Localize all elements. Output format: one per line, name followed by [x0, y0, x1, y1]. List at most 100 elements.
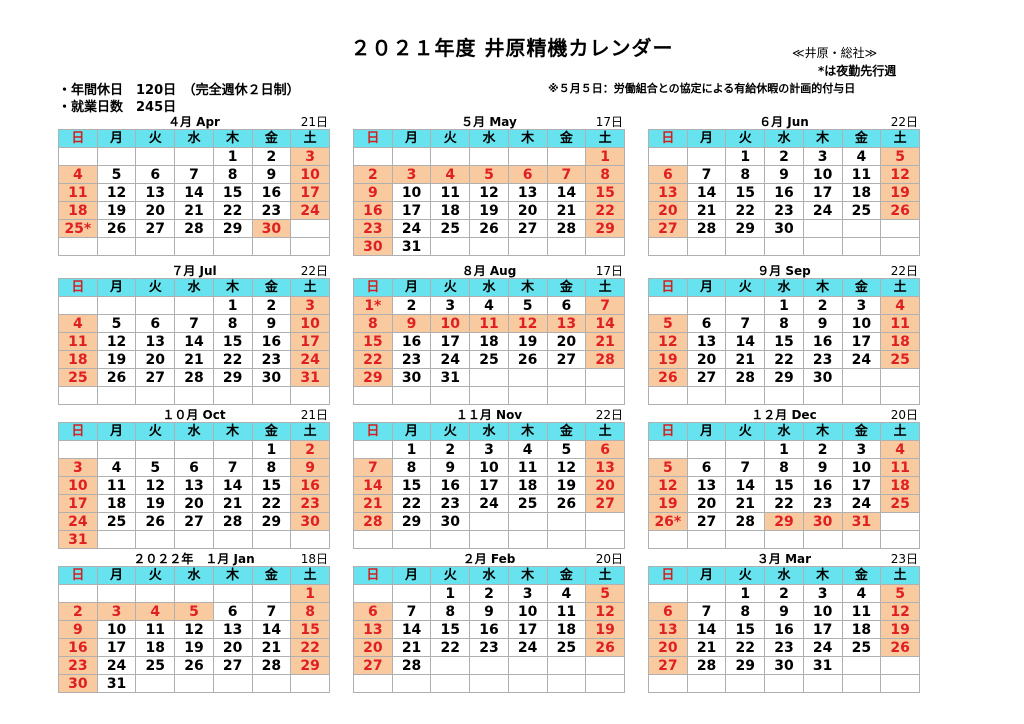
holiday-cell: 13 — [353, 620, 393, 639]
day-cell: 24 — [802, 638, 843, 657]
holiday-cell: 10 — [430, 314, 471, 333]
holiday-cell: 9 — [353, 183, 393, 202]
empty-cell — [391, 147, 432, 166]
day-cell: 19 — [174, 638, 214, 657]
holiday-cell: 19 — [648, 494, 688, 513]
holiday-cell: 4 — [430, 165, 471, 184]
weekday-header: 水 — [469, 422, 509, 441]
empty-cell — [546, 386, 587, 405]
empty-cell — [725, 386, 766, 405]
weekday-header: 月 — [686, 129, 727, 148]
holiday-cell: 15 — [353, 332, 393, 351]
weekday-header: 月 — [391, 129, 432, 148]
day-cell: 6 — [686, 314, 727, 333]
day-cell: 6 — [546, 296, 587, 315]
day-cell: 9 — [764, 165, 804, 184]
day-cell: 6 — [686, 458, 727, 477]
day-cell: 30 — [251, 368, 292, 387]
empty-cell — [58, 584, 98, 603]
weekday-header: 火 — [725, 422, 766, 441]
holiday-cell: 14 — [585, 314, 625, 333]
working-days-count: 22日 — [595, 408, 623, 422]
month-title: ２月 Feb — [462, 552, 516, 566]
empty-cell — [58, 147, 98, 166]
holiday-cell: 3 — [96, 602, 137, 621]
holiday-cell: 18 — [880, 332, 920, 351]
weekday-header: 火 — [135, 422, 176, 441]
day-cell: 18 — [430, 201, 471, 220]
day-cell: 8 — [391, 458, 432, 477]
holiday-cell: 12 — [585, 602, 625, 621]
day-cell: 28 — [725, 512, 766, 531]
holiday-cell: 11 — [58, 183, 98, 202]
empty-cell — [174, 237, 214, 256]
empty-cell — [648, 147, 688, 166]
weekday-header: 金 — [251, 566, 292, 585]
day-cell: 22 — [391, 494, 432, 513]
day-cell: 7 — [251, 602, 292, 621]
holiday-cell: 4 — [58, 314, 98, 333]
weekday-header: 火 — [135, 129, 176, 148]
day-cell: 11 — [507, 458, 548, 477]
day-cell: 10 — [96, 620, 137, 639]
holiday-cell: 22 — [290, 638, 330, 657]
month-calendar: ６月 Jun 22日日月火水木金土 1 2 3 4 5 6 7 8 9 10 11 12 13 14 15 16 1… — [648, 113, 920, 256]
weekday-header: 土 — [290, 422, 330, 441]
holiday-cell: 27 — [353, 656, 393, 675]
day-cell: 30 — [802, 368, 843, 387]
weekday-header: 月 — [96, 566, 137, 585]
day-cell: 21 — [725, 350, 766, 369]
day-cell: 21 — [251, 638, 292, 657]
day-cell: 16 — [802, 476, 843, 495]
working-days-count: 22日 — [300, 264, 328, 278]
holiday-cell: 3 — [290, 147, 330, 166]
holiday-cell: 20 — [648, 638, 688, 657]
weekday-header: 日 — [58, 422, 98, 441]
empty-cell — [58, 440, 98, 459]
day-cell: 28 — [251, 656, 292, 675]
day-cell: 4 — [469, 296, 509, 315]
holiday-cell: 30 — [802, 512, 843, 531]
empty-cell — [841, 368, 882, 387]
day-cell: 9 — [802, 458, 843, 477]
day-cell: 29 — [212, 368, 253, 387]
empty-cell — [507, 237, 548, 256]
holiday-cell: 24 — [58, 512, 98, 531]
day-cell: 8 — [251, 458, 292, 477]
weekday-header: 土 — [880, 566, 920, 585]
month-title: ９月 Sep — [757, 264, 811, 278]
day-cell: 26 — [546, 494, 587, 513]
empty-cell — [212, 530, 253, 549]
day-cell: 8 — [430, 602, 471, 621]
day-cell: 25 — [469, 350, 509, 369]
may5-note: ※５月５日：労働組合との協定による有給休暇の計画的付与日 — [548, 82, 856, 95]
day-cell: 28 — [391, 656, 432, 675]
holiday-cell: 23 — [290, 494, 330, 513]
holiday-cell: 31 — [58, 530, 98, 549]
weekday-header: 金 — [546, 566, 587, 585]
empty-cell — [212, 674, 253, 693]
day-cell: 15 — [430, 620, 471, 639]
day-cell: 23 — [391, 350, 432, 369]
weekday-header: 月 — [391, 422, 432, 441]
day-cell: 12 — [174, 620, 214, 639]
day-cell: 17 — [802, 183, 843, 202]
day-cell: 18 — [841, 183, 882, 202]
holiday-cell: 12 — [648, 476, 688, 495]
day-cell: 31 — [96, 674, 137, 693]
day-cell: 20 — [174, 494, 214, 513]
day-cell: 15 — [212, 332, 253, 351]
day-cell: 29 — [212, 219, 253, 238]
day-cell: 29 — [764, 368, 804, 387]
empty-cell — [585, 386, 625, 405]
empty-cell — [469, 530, 509, 549]
day-cell: 7 — [174, 314, 214, 333]
weekday-header: 土 — [880, 422, 920, 441]
holiday-cell: 12 — [880, 165, 920, 184]
holiday-cell: 4 — [58, 165, 98, 184]
empty-cell — [174, 584, 214, 603]
holiday-cell: 31 — [290, 368, 330, 387]
day-cell: 5 — [135, 458, 176, 477]
day-cell: 6 — [135, 165, 176, 184]
working-days-count: 20日 — [890, 408, 918, 422]
